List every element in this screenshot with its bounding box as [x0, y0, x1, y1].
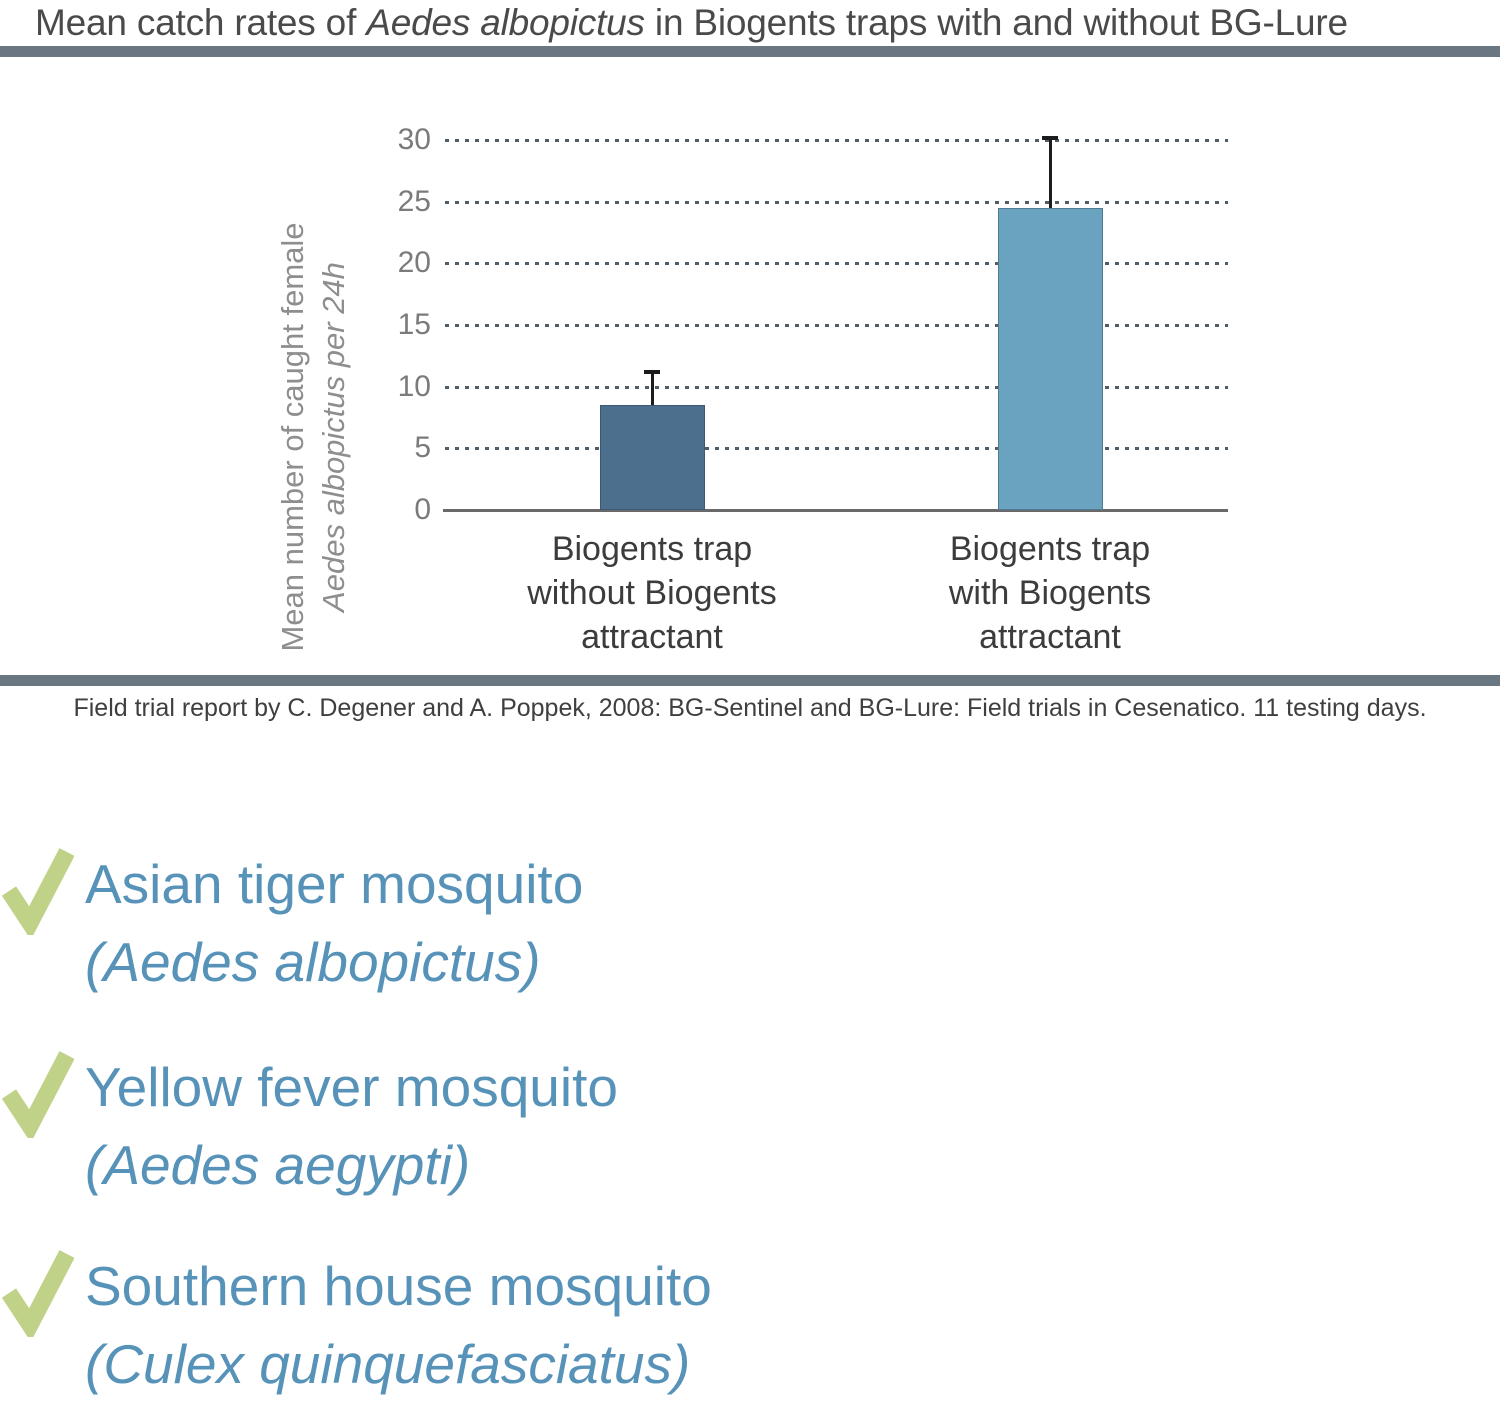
error-bar-1 [650, 371, 654, 406]
bar-chart: Mean number of caught female Aedes albop… [0, 90, 1500, 660]
species-text: Southern house mosquito (Culex quinquefas… [85, 1247, 712, 1403]
checklist-item-2: Yellow fever mosquito (Aedes aegypti) [0, 1048, 900, 1208]
x-axis-label-line: attractant [979, 618, 1121, 656]
gridline-25 [445, 200, 1228, 204]
y-tick-label-25: 25 [397, 184, 431, 218]
check-icon [2, 1250, 74, 1337]
x-axis-label-line: Biogents trap [949, 530, 1151, 568]
gridline-10 [445, 385, 1228, 389]
species-common-name: Asian tiger mosquito [85, 853, 584, 915]
species-latin-name: (Culex quinquefasciatus) [85, 1333, 691, 1395]
checklist-item-3: Southern house mosquito (Culex quinquefas… [0, 1247, 900, 1407]
y-tick-label-30: 30 [397, 123, 431, 156]
species-common-name: Southern house mosquito [85, 1255, 712, 1317]
y-axis-label: Mean number of caught female Aedes albop… [272, 127, 354, 747]
separator-top [0, 46, 1500, 57]
y-tick-label-20: 20 [397, 246, 431, 280]
error-bar-cap-2 [1042, 135, 1058, 140]
y-tick-label-0: 0 [414, 493, 431, 526]
y-tick-label-15: 15 [397, 308, 431, 341]
error-bar-2 [1048, 137, 1052, 208]
page-title: Mean catch rates of Aedes albopictus in … [35, 2, 1348, 44]
title-prefix: Mean catch rates of [35, 2, 367, 43]
gridline-30 [445, 139, 1228, 142]
x-axis-line [443, 509, 1228, 512]
species-latin-name: (Aedes aegypti) [85, 1134, 471, 1196]
title-species-italic: Aedes albopictus [366, 2, 645, 43]
y-tick-label-10: 10 [397, 369, 431, 403]
x-axis-category-label-2: Biogents trap with Biogents attractant [840, 527, 1260, 659]
x-axis-label-line: with Biogents [948, 574, 1152, 612]
gridline-5 [445, 447, 1228, 451]
check-icon [2, 1051, 74, 1138]
x-axis-label-line: Biogents trap [551, 530, 753, 568]
error-bar-cap-1 [644, 369, 660, 374]
species-text: Yellow fever mosquito (Aedes aegypti) [85, 1048, 618, 1204]
y-axis-label-line1: Mean number of caught female [275, 222, 310, 652]
bar-1 [599, 405, 705, 510]
checklist-item-1: Asian tiger mosquito (Aedes albopictus) [0, 845, 900, 1005]
citation-text: Field trial report by C. Degener and A. … [73, 694, 1427, 722]
species-text: Asian tiger mosquito (Aedes albopictus) [85, 845, 583, 1001]
title-suffix: in Biogents traps with and without BG-Lu… [644, 2, 1348, 43]
bar-2 [997, 207, 1103, 510]
x-axis-label-line: attractant [581, 618, 723, 656]
x-axis-category-label-1: Biogents trap without Biogents attractant [442, 527, 862, 659]
species-latin-name: (Aedes albopictus) [85, 931, 541, 993]
x-axis-label-line: without Biogents [527, 574, 777, 612]
gridline-20 [445, 262, 1228, 266]
species-common-name: Yellow fever mosquito [85, 1056, 618, 1118]
y-tick-label-5: 5 [414, 431, 431, 465]
check-icon [2, 848, 74, 935]
gridline-15 [445, 324, 1228, 327]
separator-bottom [0, 675, 1500, 686]
